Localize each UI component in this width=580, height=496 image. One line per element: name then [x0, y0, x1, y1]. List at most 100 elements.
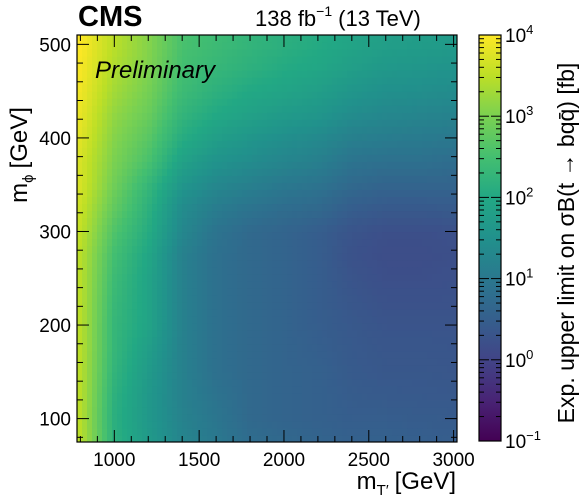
heatmap-cell: [292, 336, 298, 345]
heatmap-cell: [197, 133, 203, 141]
heatmap-cell: [282, 413, 288, 422]
heatmap-cell: [147, 427, 153, 436]
heatmap-cell: [197, 350, 203, 359]
heatmap-cell: [377, 154, 383, 162]
heatmap-cell: [407, 189, 413, 197]
heatmap-cell: [177, 56, 183, 64]
heatmap-cell: [342, 210, 348, 219]
heatmap-cell: [277, 245, 283, 254]
heatmap-cell: [337, 35, 343, 43]
heatmap-cell: [252, 35, 258, 43]
heatmap-cell: [357, 42, 363, 50]
heatmap-cell: [272, 280, 278, 289]
heatmap-cell: [117, 224, 123, 233]
heatmap-cell: [392, 434, 398, 442]
heatmap-cell: [92, 217, 98, 226]
heatmap-cell: [272, 392, 278, 401]
heatmap-cell: [87, 77, 93, 85]
heatmap-cell: [137, 91, 143, 99]
heatmap-cell: [222, 49, 228, 57]
heatmap-cell: [222, 259, 228, 268]
heatmap-cell: [197, 385, 203, 394]
heatmap-cell: [432, 308, 438, 317]
heatmap-cell: [377, 203, 383, 212]
heatmap-cell: [257, 112, 263, 120]
heatmap-cell: [347, 196, 353, 205]
heatmap-cell: [117, 434, 123, 442]
heatmap-cell: [397, 77, 403, 85]
heatmap-cell: [402, 42, 408, 50]
heatmap-cell: [237, 406, 243, 415]
heatmap-cell: [242, 203, 248, 212]
heatmap-cell: [372, 301, 378, 310]
heatmap-cell: [167, 161, 173, 169]
heatmap-cell: [182, 203, 188, 212]
heatmap-cell: [157, 357, 163, 366]
heatmap-cell: [362, 91, 368, 99]
heatmap-cell: [282, 56, 288, 64]
heatmap-cell: [97, 399, 103, 408]
heatmap-cell: [157, 210, 163, 219]
heatmap-cell: [182, 133, 188, 141]
heatmap-cell: [77, 329, 83, 338]
heatmap-cell: [422, 210, 428, 219]
heatmap-cell: [327, 238, 333, 247]
heatmap-cell: [292, 371, 298, 380]
heatmap-cell: [227, 175, 233, 183]
heatmap-cell: [87, 245, 93, 254]
heatmap-cell: [417, 70, 423, 78]
heatmap-cell: [272, 91, 278, 99]
heatmap-cell: [257, 35, 263, 43]
heatmap-cell: [302, 154, 308, 162]
heatmap-cell: [417, 210, 423, 219]
heatmap-cell: [302, 112, 308, 120]
heatmap-cell: [122, 371, 128, 380]
heatmap-cell: [92, 168, 98, 176]
heatmap-cell: [352, 224, 358, 233]
heatmap-cell: [342, 196, 348, 205]
heatmap-cell: [377, 217, 383, 226]
heatmap-cell: [122, 287, 128, 296]
heatmap-cell: [127, 371, 133, 380]
heatmap-cell: [87, 287, 93, 296]
heatmap-cell: [337, 399, 343, 408]
heatmap-cell: [452, 70, 457, 78]
heatmap-cell: [102, 301, 108, 310]
heatmap-cell: [377, 231, 383, 240]
heatmap-cell: [152, 56, 158, 64]
heatmap-cell: [232, 238, 238, 247]
heatmap-cell: [132, 413, 138, 422]
heatmap-cell: [312, 35, 318, 43]
heatmap-cell: [452, 182, 457, 190]
heatmap-cell: [222, 420, 228, 429]
heatmap-cell: [92, 259, 98, 268]
heatmap-cell: [387, 224, 393, 233]
heatmap-cell: [407, 70, 413, 78]
heatmap-cell: [142, 357, 148, 366]
heatmap-cell: [157, 329, 163, 338]
heatmap-cell: [182, 140, 188, 148]
heatmap-cell: [282, 406, 288, 415]
heatmap-cell: [342, 308, 348, 317]
heatmap-cell: [452, 245, 457, 254]
heatmap-cell: [307, 252, 313, 261]
heatmap-cell: [137, 56, 143, 64]
heatmap-cell: [122, 182, 128, 190]
heatmap-cell: [182, 231, 188, 240]
heatmap-cell: [272, 413, 278, 422]
heatmap-cell: [442, 231, 448, 240]
heatmap-cell: [307, 287, 313, 296]
heatmap-cell: [452, 147, 457, 155]
heatmap-cell: [322, 175, 328, 183]
heatmap-cell: [217, 266, 223, 275]
heatmap-cell: [247, 224, 253, 233]
heatmap-cell: [442, 91, 448, 99]
heatmap-cell: [237, 63, 243, 71]
heatmap-cell: [177, 112, 183, 120]
heatmap-cell: [242, 343, 248, 352]
heatmap-cell: [382, 203, 388, 212]
heatmap-cell: [382, 56, 388, 64]
heatmap-cell: [382, 119, 388, 127]
heatmap-cell: [172, 350, 178, 359]
heatmap-cell: [207, 406, 213, 415]
